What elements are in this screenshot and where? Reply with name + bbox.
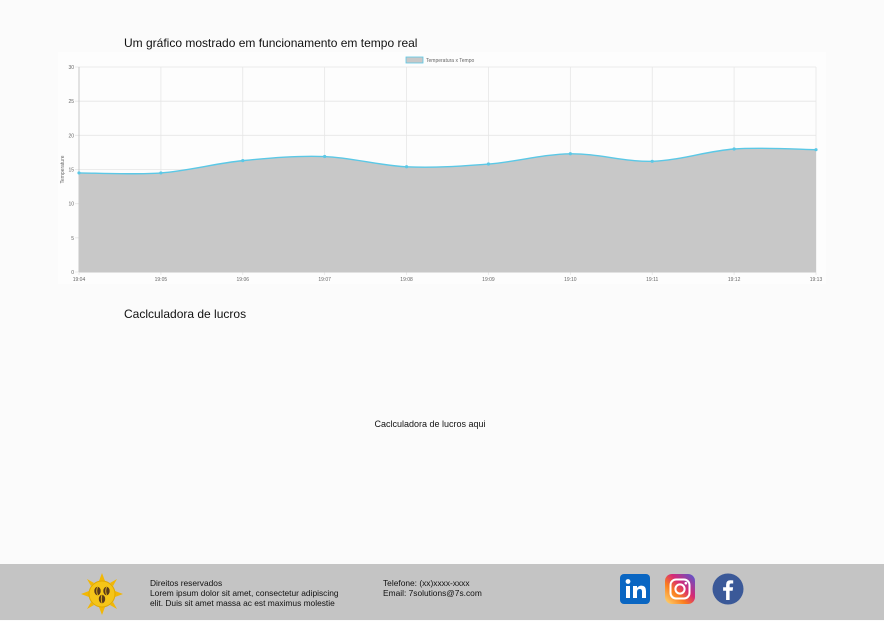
x-tick-label: 19:12: [728, 277, 741, 283]
y-tick-label: 30: [68, 65, 74, 71]
facebook-icon: [712, 573, 744, 605]
email-text: Email: 7solutions@7s.com: [383, 588, 482, 598]
rights-text-line-1: Lorem ipsum dolor sit amet, consectetur …: [150, 588, 339, 598]
data-point: [323, 154, 327, 159]
y-axis-label: Temperature: [60, 155, 66, 183]
y-tick-label: 25: [68, 99, 74, 105]
temperature-chart: 0 5 10 15 20 25 30 19:04 19:05 19:06 19:07 19:08 19:…: [58, 52, 826, 284]
series-line: [78, 147, 817, 175]
facebook-link[interactable]: [712, 573, 744, 605]
legend-swatch: [405, 56, 424, 64]
data-point: [732, 147, 736, 151]
data-point: [650, 159, 654, 163]
y-tick-label: 10: [68, 202, 74, 208]
y-tick-label: 20: [68, 133, 74, 139]
x-tick-label: 19:09: [482, 277, 495, 283]
series-area-fill: [79, 148, 816, 272]
calculator-placeholder: Caclculadora de lucros aqui: [374, 419, 486, 429]
instagram-icon: [665, 574, 695, 604]
chart-svg: 0 5 10 15 20 25 30 19:04 19:05 19:06 19:07 19:08 19:…: [60, 56, 823, 283]
linkedin-icon: [620, 574, 650, 604]
x-tick-label: 19:13: [810, 277, 823, 283]
data-point: [241, 159, 245, 163]
linkedin-link[interactable]: [619, 573, 651, 605]
x-tick-label: 19:08: [400, 277, 413, 283]
y-tick-label: 15: [68, 168, 74, 174]
x-tick-label: 19:11: [646, 277, 658, 283]
data-point: [814, 148, 818, 152]
y-tick-label: 5: [71, 236, 74, 242]
data-point: [159, 171, 163, 175]
footer-rights-block: Direitos reservados Lorem ipsum dolor si…: [150, 578, 339, 608]
chart-section-title: Um gráfico mostrado em funcionamento em …: [124, 36, 418, 50]
footer: Direitos reservados Lorem ipsum dolor si…: [0, 564, 884, 620]
x-tick-label: 19:05: [155, 277, 168, 283]
sun-coffee-logo-icon: [80, 572, 124, 616]
x-tick-label: 19:04: [73, 277, 86, 283]
y-tick-label: 0: [71, 270, 74, 276]
rights-text-line-2: elit. Duis sit amet massa ac est maximus…: [150, 598, 335, 608]
instagram-link[interactable]: [664, 573, 696, 605]
calculator-section-title: Caclculadora de lucros: [124, 307, 247, 321]
footer-contact-block: Telefone: (xx)xxxx-xxxx Email: 7solution…: [383, 578, 482, 598]
legend-label: Temperatura x Tempo: [426, 58, 474, 64]
data-point: [77, 171, 81, 175]
data-point: [404, 165, 409, 169]
data-point: [568, 152, 572, 156]
x-tick-label: 19:10: [564, 277, 577, 283]
x-tick-label: 19:07: [318, 277, 331, 283]
phone-text: Telefone: (xx)xxxx-xxxx: [383, 578, 470, 588]
rights-title: Direitos reservados: [150, 578, 223, 588]
data-point: [486, 162, 491, 166]
x-tick-label: 19:06: [237, 277, 250, 283]
